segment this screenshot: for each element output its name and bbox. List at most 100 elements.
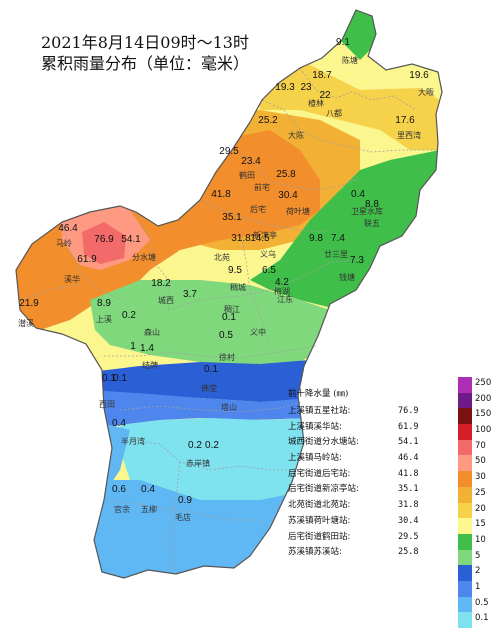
station-rainfall: 29.5: [398, 531, 419, 542]
legend-value: 200: [475, 393, 492, 404]
legend-swatch: [458, 455, 472, 472]
station-rainfall-value: 0.4: [351, 189, 365, 200]
place-name: 稠城: [230, 283, 246, 292]
station-rainfall-value: 0.1: [204, 364, 218, 375]
place-name: 后宅: [250, 204, 266, 214]
station-rainfall-value: 21.9: [19, 298, 39, 309]
county-outline: [15, 9, 443, 579]
top-ten-row: 城西街道分水塘站: 54.1: [288, 435, 443, 451]
place-name: 结牌: [142, 360, 158, 370]
station-rainfall-value: 18.2: [151, 278, 171, 289]
place-name: 大畈: [418, 87, 434, 97]
place-name: 半月湾: [121, 436, 145, 446]
legend-swatch: [458, 377, 472, 393]
station-rainfall-value: 25.8: [276, 169, 296, 180]
legend-item: 0.5: [458, 596, 498, 613]
legend-item: 100: [458, 424, 498, 440]
place-name: 大陈: [288, 130, 304, 140]
place-name: 联五: [364, 219, 380, 228]
station-rainfall: 25.8: [398, 547, 419, 558]
station-rainfall-value: 76.9: [94, 234, 114, 245]
legend-value: 50: [475, 456, 486, 467]
station-rainfall-value: 30.4: [278, 190, 298, 201]
place-name: 稠江: [224, 305, 240, 314]
legend-item: 5: [458, 549, 498, 566]
legend-swatch: [458, 392, 472, 409]
place-name: 分水塘: [132, 252, 156, 262]
legend-value: 20: [475, 503, 486, 514]
place-name: 鹤田: [239, 170, 255, 180]
station-rainfall-value: 19.3: [275, 82, 295, 93]
station-rainfall-value: 0.2: [188, 440, 202, 451]
place-name: 赤岸镇: [186, 458, 210, 468]
legend-value: 250: [475, 378, 492, 388]
top-ten-row: 后宅街道鹤田站: 29.5: [288, 530, 443, 546]
place-name: 上溪: [96, 314, 112, 324]
legend-value: 150: [475, 409, 492, 420]
station-rainfall-value: 61.9: [77, 254, 97, 265]
legend-value: 10: [475, 534, 486, 545]
legend-swatch: [458, 486, 472, 503]
legend-value: 5: [475, 550, 481, 561]
station-name: 上溪镇溪华站:: [288, 421, 342, 432]
place-name: 五柳: [141, 504, 157, 514]
title-line-2: 累积雨量分布（单位：毫米）: [40, 54, 249, 73]
place-name: 北苑: [214, 252, 230, 262]
station-rainfall-value: 23: [300, 82, 312, 93]
station-rainfall: 31.8: [398, 500, 419, 511]
station-rainfall: 61.9: [398, 421, 419, 432]
legend-swatch: [458, 549, 472, 566]
place-name: 梅湖: [274, 286, 290, 296]
place-name: 西田: [99, 400, 115, 409]
place-name: 卫星水库: [351, 206, 383, 216]
zone-5: [90, 280, 330, 362]
station-rainfall-value: 0.4: [112, 418, 126, 429]
station-rainfall-value: 0.1: [222, 312, 236, 323]
station-rainfall-value: 35.1: [222, 212, 242, 223]
station-rainfall-value: 23.4: [241, 156, 261, 167]
station-rainfall: 41.8: [398, 468, 419, 479]
legend-item: 70: [458, 439, 498, 456]
town-boundaries: [19, 67, 436, 575]
place-name: 潜溪: [18, 318, 34, 328]
place-name: 江东: [277, 294, 293, 304]
place-name: 楂林: [308, 98, 324, 108]
place-name: 毛店: [175, 512, 191, 522]
station-rainfall-value: 9.5: [228, 265, 242, 276]
legend-item: 15: [458, 518, 498, 534]
station-name: 北苑街道北苑站:: [288, 500, 351, 511]
legend-item: 20: [458, 502, 498, 519]
station-rainfall: 54.1: [398, 437, 419, 448]
station-name: 城西街道分水塘站:: [288, 437, 359, 448]
station-rainfall-value: 0.9: [178, 495, 192, 506]
station-rainfall-value: 0.1: [102, 373, 116, 384]
station-rainfall: 46.4: [398, 453, 419, 464]
legend-swatch: [458, 612, 472, 628]
station-name: 上溪镇马岭站:: [288, 453, 342, 464]
place-name: 钱塘: [339, 272, 355, 282]
station-name: 苏溪镇荷叶塘站:: [288, 515, 351, 526]
station-rainfall-value: 46.4: [58, 223, 78, 234]
legend-swatch: [458, 502, 472, 519]
legend-value: 70: [475, 440, 486, 451]
station-rainfall-value: 0.5: [219, 330, 233, 341]
legend-value: 100: [475, 425, 492, 436]
top-ten-title: 前十降水量 (㎜): [288, 389, 349, 399]
zone-70: [82, 222, 126, 264]
top-ten-row: 北苑街道北苑站: 31.8: [288, 498, 443, 514]
station-rainfall-value: 8.9: [97, 298, 111, 309]
station-rainfall-value: 17.6: [395, 115, 415, 126]
station-rainfall-value: 31.8: [231, 233, 251, 244]
legend-swatch: [458, 580, 472, 597]
station-rainfall-value: 0.1: [113, 373, 127, 384]
top-ten-row: 上溪镇五星社站: 76.9: [288, 404, 443, 420]
station-rainfall-value: 14.5: [250, 233, 270, 244]
station-rainfall-value: 25.2: [258, 115, 278, 126]
place-name: 陈塘: [342, 55, 358, 65]
place-name: 城西: [158, 296, 174, 305]
station-rainfall-value: 0.6: [112, 484, 126, 495]
place-name: 佛堂: [201, 383, 217, 393]
legend-swatch: [458, 408, 472, 425]
